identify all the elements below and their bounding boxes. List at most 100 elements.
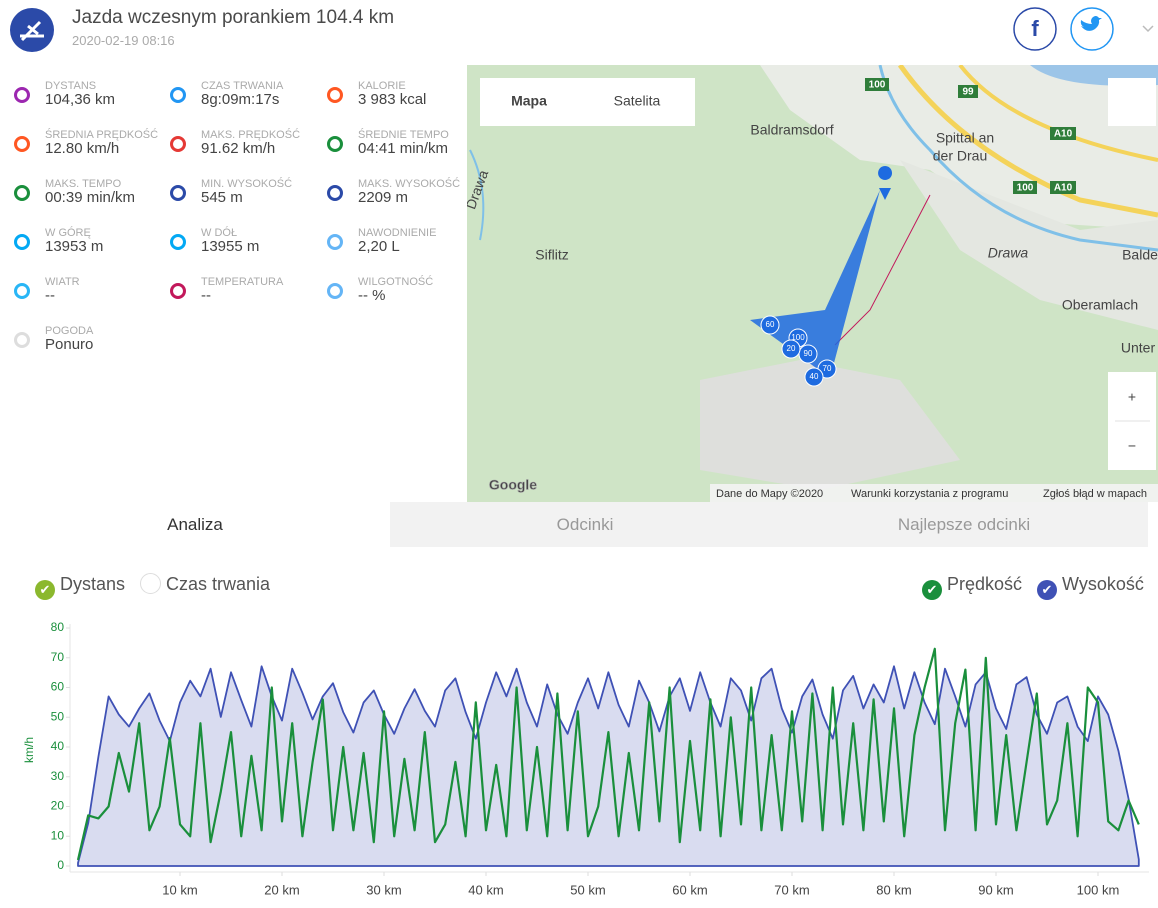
toggle[interactable]: ✔ Dystans (35, 572, 126, 600)
stat-icon (14, 136, 30, 152)
stat-value: 3 983 kcal (358, 91, 427, 108)
lap-label: 40 (810, 372, 819, 381)
road (958, 65, 1158, 162)
place: Unter (1121, 340, 1156, 356)
start-pin (878, 166, 893, 200)
place: Baldramsdorf (750, 122, 833, 138)
zoom-in[interactable]: + (1128, 389, 1136, 405)
stat-label: POGODA (45, 325, 94, 337)
road-shield (1050, 181, 1076, 194)
stat-value: -- (45, 287, 55, 304)
x-tick-label: 90 km (978, 882, 1013, 897)
x-tick-label: 70 km (774, 882, 809, 897)
stat-value: 13955 m (201, 238, 260, 255)
tab[interactable]: Najlepsze odcinki (780, 502, 1148, 547)
stat-label: MIN. WYSOKOŚĆ (201, 178, 293, 190)
stat-value: 545 m (201, 189, 243, 206)
y-tick-label: 70 (51, 650, 65, 664)
stat-label: WIATR (45, 276, 80, 288)
map-footer-link[interactable]: Warunki korzystania z programu (851, 488, 1008, 500)
map-footer-link[interactable]: Zgłoś błąd w mapach (1043, 488, 1147, 500)
map[interactable]: Mapa Satelita Baldramsdorf Spittal an de… (467, 65, 1158, 502)
x-tick-label: 100 km (1077, 882, 1120, 897)
stat-icon (14, 332, 30, 348)
stat-icon (327, 87, 343, 103)
stat-icon (170, 87, 186, 103)
legend-label: Prędkość (947, 574, 1023, 594)
check: ✔ (35, 580, 55, 600)
stat-icon (170, 185, 186, 201)
stat-label: W DÓŁ (201, 227, 238, 239)
lap-marker (804, 367, 824, 387)
stat-label: KALORIE (358, 80, 406, 92)
chevron[interactable] (1142, 25, 1154, 33)
lap-label: 100 (791, 333, 805, 342)
y-tick-label: 10 (51, 828, 65, 842)
stat-icon (14, 283, 30, 299)
facebook-glyph: f (1031, 16, 1039, 41)
x-tick-label: 30 km (366, 882, 401, 897)
map-button[interactable]: Satelita (614, 93, 661, 109)
stat-value: 13953 m (45, 238, 104, 255)
stat-label: CZAS TRWANIA (201, 80, 284, 92)
y-tick-label: 80 (51, 620, 65, 634)
tab[interactable]: Odcinki (390, 502, 780, 547)
x-tick-label: 40 km (468, 882, 503, 897)
stat-icon (170, 136, 186, 152)
stat-value: 12.80 km/h (45, 140, 120, 157)
fullscreen-button[interactable] (1108, 78, 1156, 126)
stat-icon (14, 185, 30, 201)
stat-label: WILGOTNOŚĆ (358, 276, 434, 288)
legend-item[interactable]: ✔ Prędkość (922, 572, 1023, 600)
toggle-label: Czas trwania (166, 574, 271, 594)
twitter-glyph (1080, 16, 1102, 31)
stat-icon (14, 87, 30, 103)
legend-swatch: ✔ (1037, 580, 1057, 600)
map-button[interactable]: Mapa (511, 93, 547, 109)
x-tick-label: 10 km (162, 882, 197, 897)
x-tick-label: 60 km (672, 882, 707, 897)
header: f (10, 7, 1154, 52)
chart: km/h 0 10 20 30 40 50 60 70 80 10 km 20 km 30 km 40 … (22, 620, 1149, 897)
y-tick-label: 50 (51, 709, 65, 723)
y-axis-label: km/h (22, 737, 36, 763)
road-shield (865, 78, 889, 91)
map-footer (710, 484, 1158, 502)
place: Oberamlach (1062, 297, 1138, 313)
stat-value: -- (201, 287, 211, 304)
lap-label: 90 (804, 349, 813, 358)
stat-label: ŚREDNIA PRĘDKOŚĆ (45, 129, 159, 141)
tab[interactable]: Analiza (0, 502, 390, 547)
route (750, 190, 880, 378)
lap-marker (760, 315, 780, 335)
road-shield (1013, 181, 1037, 194)
road-number: 99 (962, 87, 974, 98)
stat-icon (327, 136, 343, 152)
stat-label: DYSTANS (45, 80, 97, 92)
check (140, 573, 161, 594)
stat-label: MAKS. WYSOKOŚĆ (358, 178, 461, 190)
place: Balde (1122, 247, 1158, 263)
stat-value: Ponuro (45, 336, 94, 353)
stat-value: 8g:09m:17s (201, 91, 280, 108)
stat-value: 91.62 km/h (201, 140, 276, 157)
stat-value: 00:39 min/km (45, 189, 136, 206)
facebook-button[interactable] (1013, 7, 1057, 51)
road-number: A10 (1054, 183, 1073, 194)
stat-icon (170, 283, 186, 299)
toggle[interactable]: Czas trwania (140, 572, 270, 596)
legend-label: Wysokość (1062, 574, 1144, 594)
lap-label: 60 (766, 320, 775, 329)
legend-item[interactable]: ✔ Wysokość (1037, 572, 1144, 600)
cable-car (834, 194, 931, 346)
map-type-control[interactable] (480, 78, 695, 126)
date: 2020-02-19 08:16 (72, 33, 175, 48)
map-footer-text: Dane do Mapy ©2020 (716, 488, 823, 500)
river-left (469, 149, 485, 241)
zoom-out[interactable]: − (1128, 438, 1136, 454)
place: Siflitz (535, 247, 568, 263)
stat-icon (327, 234, 343, 250)
toggle-label: Dystans (60, 574, 126, 594)
stat-value: 104,36 km (45, 91, 116, 108)
